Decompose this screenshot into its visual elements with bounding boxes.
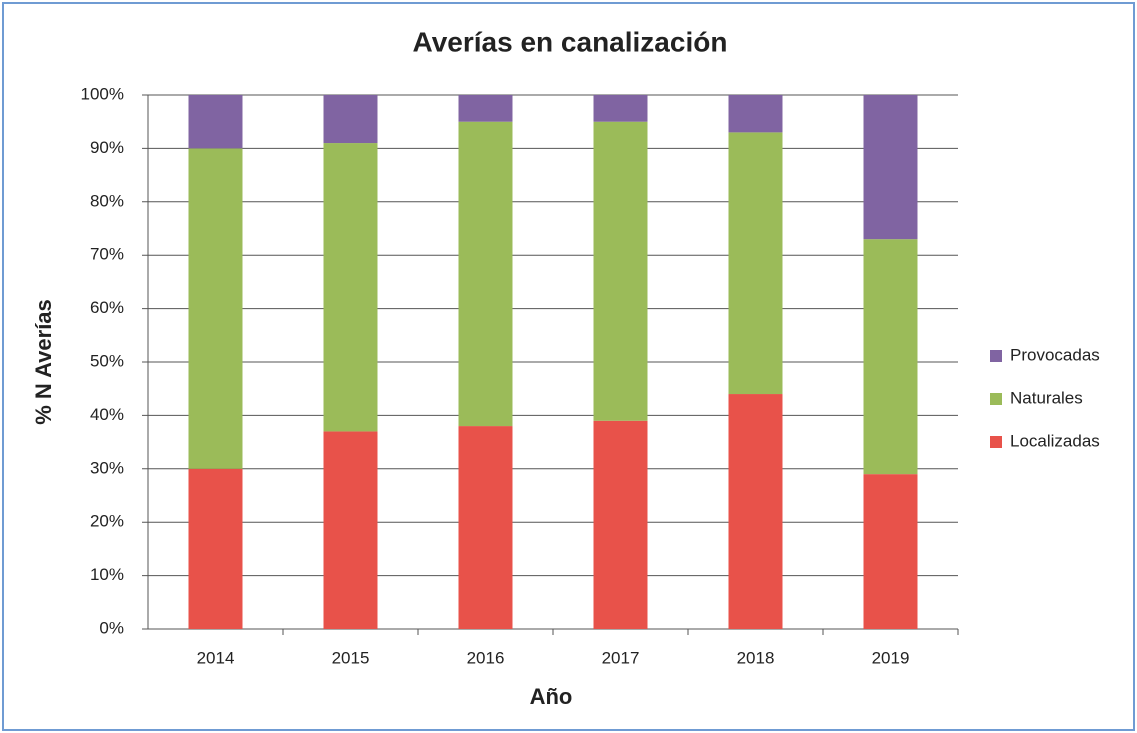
bar-segment	[863, 474, 918, 629]
x-tick-label: 2015	[332, 648, 370, 667]
bar-segment	[323, 143, 378, 432]
bar-segment	[593, 420, 648, 629]
legend-swatch	[990, 393, 1002, 405]
bar-segment	[728, 132, 783, 395]
bar-segment	[593, 121, 648, 421]
bar-segment	[728, 95, 783, 133]
bar-segment	[188, 468, 243, 629]
y-tick-label: 70%	[90, 245, 124, 264]
legend-label: Localizadas	[1010, 431, 1100, 450]
bar-segment	[863, 95, 918, 240]
x-tick-label: 2017	[602, 648, 640, 667]
bar-segment	[323, 95, 378, 144]
y-axis-label: % N Averías	[31, 299, 56, 425]
y-tick-label: 0%	[99, 618, 124, 637]
bar-segment	[188, 148, 243, 469]
x-tick-label: 2016	[467, 648, 505, 667]
bar-segment	[458, 121, 513, 427]
bar-segment	[728, 394, 783, 629]
x-axis-label: Año	[530, 684, 573, 709]
legend-swatch	[990, 436, 1002, 448]
y-tick-label: 30%	[90, 458, 124, 477]
y-tick-label: 100%	[81, 84, 124, 103]
x-tick-label: 2014	[197, 648, 235, 667]
y-tick-label: 40%	[90, 405, 124, 424]
y-tick-label: 50%	[90, 351, 124, 370]
bar-segment	[323, 431, 378, 629]
y-tick-label: 20%	[90, 512, 124, 531]
y-tick-label: 90%	[90, 138, 124, 157]
bar-segment	[458, 95, 513, 122]
legend-swatch	[990, 350, 1002, 362]
bar-segment	[593, 95, 648, 122]
bar-segment	[863, 239, 918, 475]
x-tick-label: 2019	[872, 648, 910, 667]
bar-segment	[188, 95, 243, 149]
y-tick-label: 80%	[90, 191, 124, 210]
y-tick-label: 60%	[90, 298, 124, 317]
legend-label: Naturales	[1010, 388, 1083, 407]
chart-title: Averías en canalización	[413, 26, 728, 57]
bar-segment	[458, 426, 513, 629]
y-tick-label: 10%	[90, 565, 124, 584]
legend-label: Provocadas	[1010, 345, 1100, 364]
x-tick-label: 2018	[737, 648, 775, 667]
